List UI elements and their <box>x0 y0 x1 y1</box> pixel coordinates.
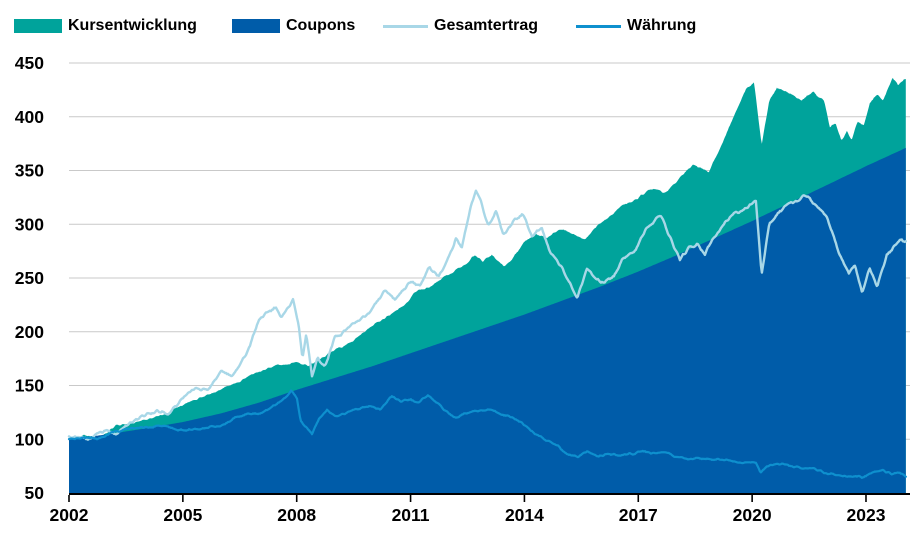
y-axis-label-100: 100 <box>15 429 44 449</box>
legend-swatch-gesamtertrag <box>383 24 428 28</box>
legend-label-kursentwicklung: Kursentwicklung <box>68 17 197 34</box>
legend-swatch-kursentwicklung <box>14 19 62 33</box>
x-axis-label-2011: 2011 <box>392 505 430 525</box>
legend-item-waehrung: Währung <box>576 16 696 36</box>
y-axis-label-450: 450 <box>15 53 44 73</box>
chart-legend: Kursentwicklung Coupons Gesamtertrag Währun… <box>0 16 916 38</box>
legend-swatch-coupons <box>232 19 280 33</box>
area-coupons <box>69 147 906 493</box>
x-axis-label-2014: 2014 <box>505 505 544 525</box>
legend-label-gesamtertrag: Gesamtertrag <box>434 17 539 34</box>
legend-item-coupons: Coupons <box>232 16 355 36</box>
x-axis-label-2005: 2005 <box>163 505 202 525</box>
y-axis-label-150: 150 <box>15 376 44 396</box>
legend-label-coupons: Coupons <box>286 17 356 34</box>
x-axis-label-2020: 2020 <box>733 505 772 525</box>
x-axis-label-2017: 2017 <box>619 505 658 525</box>
y-axis-label-350: 350 <box>15 161 44 181</box>
y-axis-label-300: 300 <box>15 214 44 234</box>
line-waehrung <box>67 389 907 479</box>
y-axis-label-400: 400 <box>15 107 44 127</box>
y-axis-label-50: 50 <box>25 483 45 503</box>
legend-item-kursentwicklung: Kursentwicklung <box>14 16 197 36</box>
x-axis-label-2002: 2002 <box>50 505 89 525</box>
legend-label-waehrung: Währung <box>627 17 697 34</box>
legend-swatch-waehrung <box>576 24 621 28</box>
y-axis-label-250: 250 <box>15 268 44 288</box>
y-axis-label-200: 200 <box>15 322 44 342</box>
x-axis-label-2023: 2023 <box>847 505 886 525</box>
legend-item-gesamtertrag: Gesamtertrag <box>383 16 538 36</box>
line-gesamtertrag <box>67 189 907 441</box>
x-axis-label-2008: 2008 <box>277 505 316 525</box>
